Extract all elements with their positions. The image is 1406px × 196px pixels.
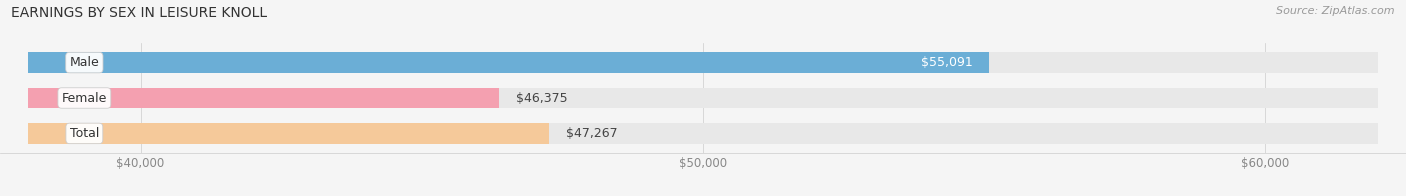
Bar: [28, 52, 1378, 73]
Bar: [28, 88, 499, 108]
Bar: [28, 88, 1378, 108]
Bar: [28, 123, 1378, 144]
Bar: [28, 52, 990, 73]
Text: $46,375: $46,375: [516, 92, 568, 104]
Text: EARNINGS BY SEX IN LEISURE KNOLL: EARNINGS BY SEX IN LEISURE KNOLL: [11, 6, 267, 20]
Text: Total: Total: [70, 127, 98, 140]
Text: $55,091: $55,091: [921, 56, 973, 69]
Text: Female: Female: [62, 92, 107, 104]
Text: Male: Male: [69, 56, 100, 69]
Bar: [28, 123, 550, 144]
Text: Source: ZipAtlas.com: Source: ZipAtlas.com: [1277, 6, 1395, 16]
Text: $47,267: $47,267: [567, 127, 617, 140]
